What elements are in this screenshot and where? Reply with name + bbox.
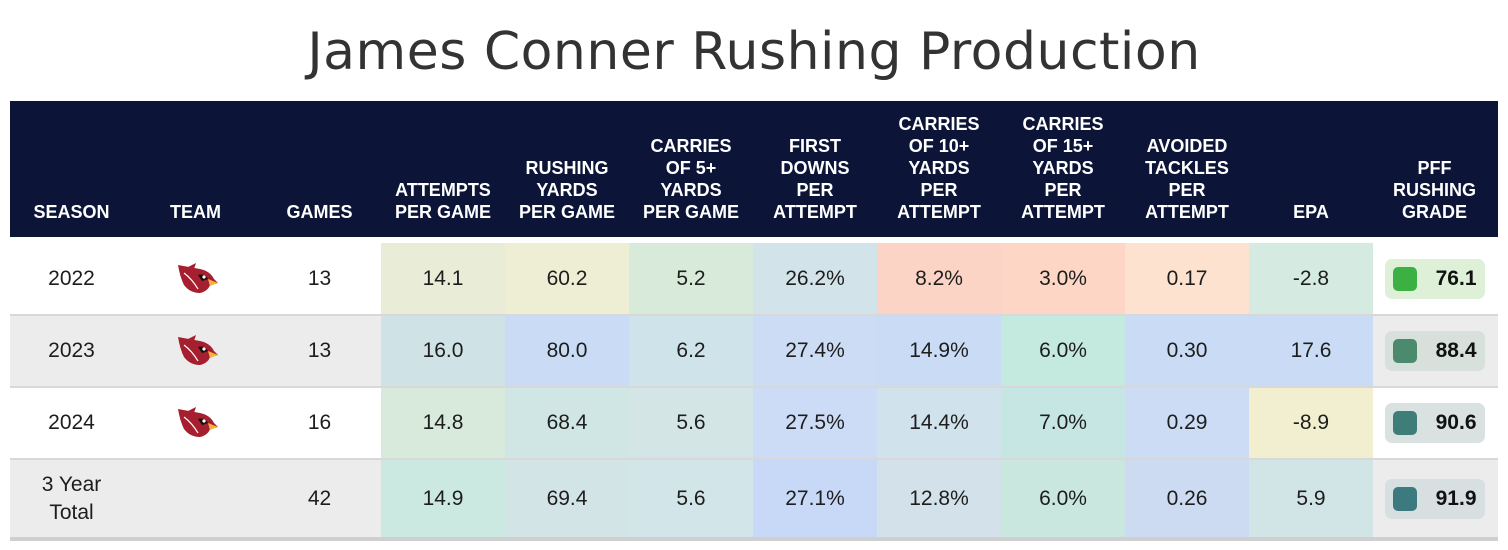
header-rushing-yards-per-game: RUSHING YARDS PER GAME (518, 158, 615, 222)
season-value: 2024 (48, 411, 95, 434)
season-cell: 2023 (10, 316, 133, 386)
epa-cell: 5.9 (1249, 460, 1373, 537)
stats-table: SEASON TEAM GAMES ATTEMPTS PER GAME RUSH… (10, 101, 1498, 541)
carries-5-per-game-cell: 6.2 (629, 316, 753, 386)
avoided-tackles-per-attempt-cell: 0.29 (1125, 388, 1249, 458)
epa-cell: -8.9 (1249, 388, 1373, 458)
carries-15-per-attempt-cell: 7.0% (1001, 388, 1125, 458)
games-cell: 16 (307, 411, 332, 434)
grade-cell: 91.9 (1373, 460, 1496, 537)
carries-5-per-game-cell: 5.6 (629, 388, 753, 458)
first-downs-per-attempt-cell: 27.4% (753, 316, 877, 386)
rushing-yards-per-game-cell: 69.4 (505, 460, 629, 537)
header-pff-rushing-grade: PFF RUSHING GRADE (1392, 158, 1476, 222)
header-attempts-per-game: ATTEMPTS PER GAME (394, 180, 491, 222)
team-cell (133, 316, 258, 386)
header-carries-5-per-game: CARRIES OF 5+ YARDS PER GAME (642, 136, 739, 222)
epa-cell: 17.6 (1249, 316, 1373, 386)
avoided-tackles-per-attempt-cell: 0.17 (1125, 243, 1249, 314)
first-downs-per-attempt-cell: 27.5% (753, 388, 877, 458)
table-row: 2022 13 14.1 60.2 5.2 26.2% 8.2% 3.0% 0.17 -2.8 76… (10, 237, 1498, 314)
grade-value: 91.9 (1435, 486, 1477, 510)
epa-cell: -2.8 (1249, 243, 1373, 314)
team-cell (133, 460, 258, 537)
grade-cell: 90.6 (1373, 388, 1496, 458)
header-season: SEASON (33, 202, 110, 222)
season-value: 3 Year Total (41, 472, 102, 524)
team-cell (133, 243, 258, 314)
attempts-per-game-cell: 16.0 (381, 316, 505, 386)
cardinals-logo-icon (174, 405, 218, 441)
table-row: 2024 16 14.8 68.4 5.6 27.5% 14.4% 7.0% 0.29 -8.9 9… (10, 386, 1498, 458)
page-title: James Conner Rushing Production (307, 22, 1201, 82)
carries-15-per-attempt-cell: 3.0% (1001, 243, 1125, 314)
grade-cell: 76.1 (1373, 243, 1496, 314)
rushing-yards-per-game-cell: 68.4 (505, 388, 629, 458)
team-cell (133, 388, 258, 458)
season-cell: 2022 (10, 243, 133, 314)
table-row: 2023 13 16.0 80.0 6.2 27.4% 14.9% 6.0% 0.30 17.6 8… (10, 314, 1498, 386)
grade-value: 88.4 (1435, 339, 1477, 362)
season-cell: 3 Year Total (10, 460, 133, 537)
grade-color-swatch (1392, 486, 1417, 511)
carries-10-per-attempt-cell: 14.9% (877, 316, 1001, 386)
table-row: 3 Year Total 42 14.9 69.4 5.6 27.1% 12.8% 6.0% 0… (10, 458, 1498, 541)
season-cell: 2024 (10, 388, 133, 458)
grade-badge: 88.4 (1384, 331, 1485, 371)
games-cell: 13 (307, 339, 332, 362)
cardinals-logo-icon (174, 261, 218, 297)
avoided-tackles-per-attempt-cell: 0.30 (1125, 316, 1249, 386)
table-header: SEASON TEAM GAMES ATTEMPTS PER GAME RUSH… (10, 101, 1498, 237)
rushing-yards-per-game-cell: 60.2 (505, 243, 629, 314)
grade-value: 76.1 (1435, 266, 1477, 290)
first-downs-per-attempt-cell: 27.1% (753, 460, 877, 537)
header-first-downs-per-attempt: FIRST DOWNS PER ATTEMPT (773, 136, 857, 222)
avoided-tackles-per-attempt-cell: 0.26 (1125, 460, 1249, 537)
grade-cell: 88.4 (1373, 316, 1496, 386)
grade-badge: 90.6 (1384, 403, 1485, 443)
carries-15-per-attempt-cell: 6.0% (1001, 316, 1125, 386)
attempts-per-game-cell: 14.1 (381, 243, 505, 314)
grade-color-swatch (1392, 411, 1417, 435)
grade-color-swatch (1392, 266, 1417, 291)
games-cell: 42 (307, 486, 332, 510)
grade-value: 90.6 (1435, 411, 1477, 434)
carries-10-per-attempt-cell: 8.2% (877, 243, 1001, 314)
grade-color-swatch (1392, 339, 1417, 363)
header-carries-15-per-attempt: CARRIES OF 15+ YARDS PER ATTEMPT (1021, 114, 1105, 222)
header-epa: EPA (1293, 202, 1329, 222)
attempts-per-game-cell: 14.8 (381, 388, 505, 458)
attempts-per-game-cell: 14.9 (381, 460, 505, 537)
games-cell: 13 (307, 266, 332, 290)
grade-badge: 76.1 (1384, 258, 1485, 299)
cardinals-logo-icon (174, 333, 218, 369)
header-avoided-tackles-per-attempt: AVOIDED TACKLES PER ATTEMPT (1145, 136, 1229, 222)
carries-10-per-attempt-cell: 12.8% (877, 460, 1001, 537)
table-body: 2022 13 14.1 60.2 5.2 26.2% 8.2% 3.0% 0.17 -2.8 76… (10, 237, 1498, 541)
season-value: 2023 (48, 339, 95, 362)
carries-5-per-game-cell: 5.2 (629, 243, 753, 314)
carries-5-per-game-cell: 5.6 (629, 460, 753, 537)
header-games: GAMES (286, 202, 353, 222)
grade-badge: 91.9 (1384, 478, 1485, 519)
header-carries-10-per-attempt: CARRIES OF 10+ YARDS PER ATTEMPT (897, 114, 981, 222)
rushing-yards-per-game-cell: 80.0 (505, 316, 629, 386)
header-team: TEAM (170, 202, 221, 222)
first-downs-per-attempt-cell: 26.2% (753, 243, 877, 314)
carries-10-per-attempt-cell: 14.4% (877, 388, 1001, 458)
carries-15-per-attempt-cell: 6.0% (1001, 460, 1125, 537)
season-value: 2022 (48, 266, 95, 290)
